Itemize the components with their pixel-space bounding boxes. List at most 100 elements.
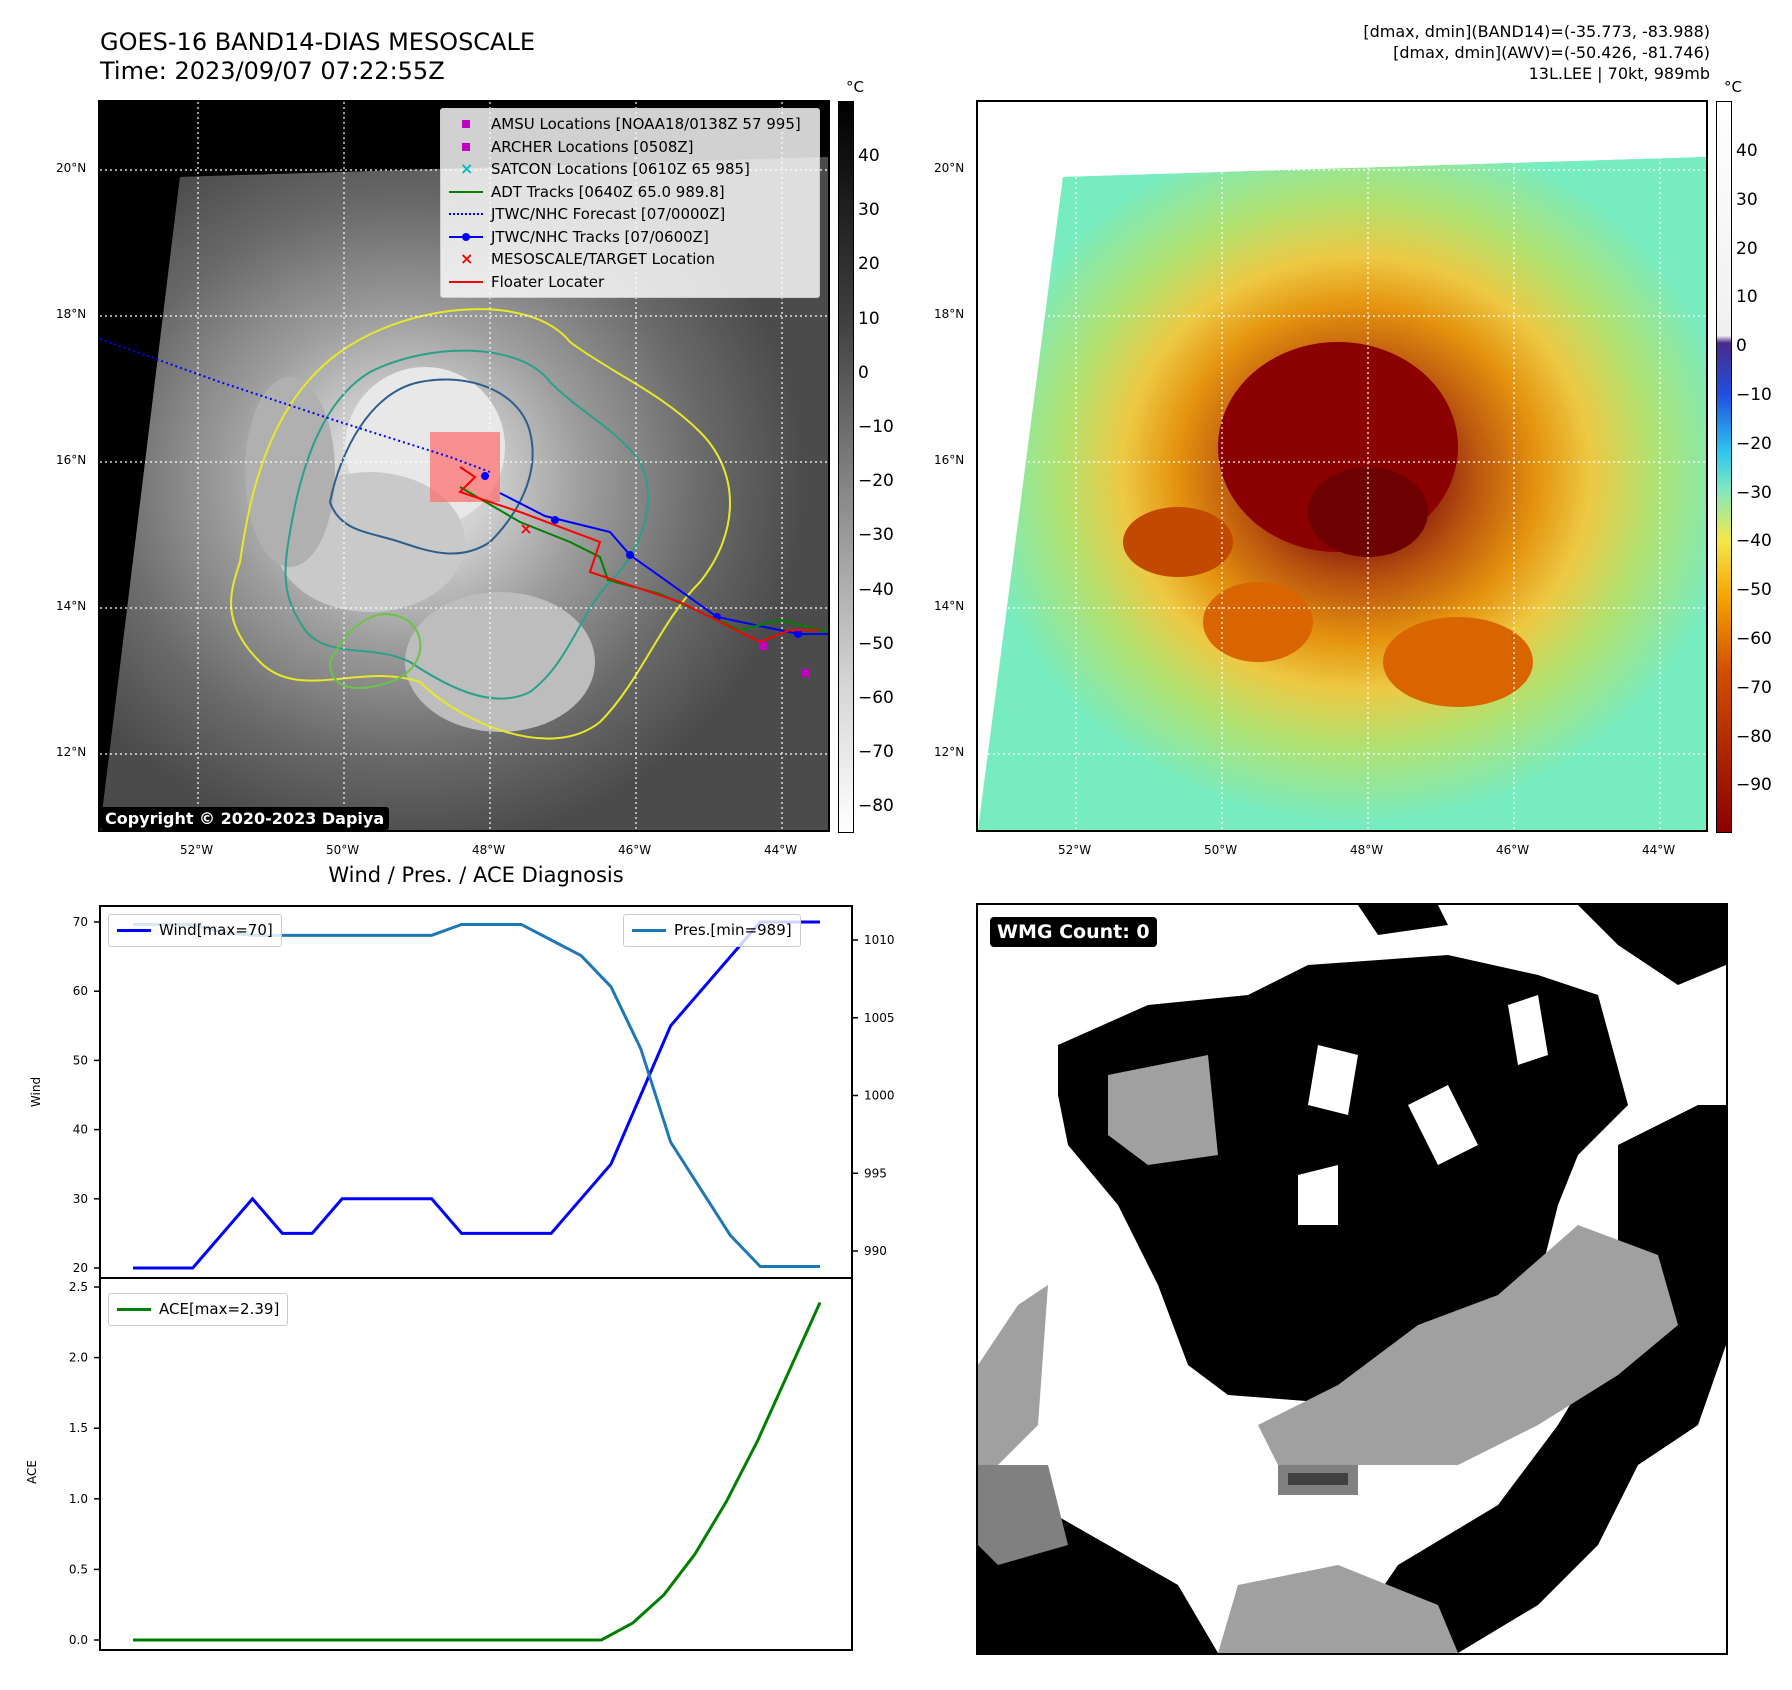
legend-symbol bbox=[449, 226, 483, 248]
colorbar-tick: −60 bbox=[1736, 629, 1772, 649]
legend-entry: ARCHER Locations [0508Z] bbox=[449, 136, 811, 159]
colorbar-tick: −70 bbox=[1736, 677, 1772, 698]
legend-symbol bbox=[449, 181, 483, 203]
lon-label: 46°W bbox=[1496, 843, 1530, 857]
ace-axis-label: ACE bbox=[25, 1460, 39, 1484]
lon-label: 44°W bbox=[1642, 843, 1676, 857]
ace-legend-label: ACE[max=2.39] bbox=[159, 1300, 280, 1318]
legend-entry-label: MESOSCALE/TARGET Location bbox=[491, 250, 716, 268]
colorbar-tick: −60 bbox=[858, 688, 894, 708]
wmg-count-badge: WMG Count: 0 bbox=[990, 917, 1157, 947]
pressure-series-line bbox=[133, 922, 820, 1269]
target-marker: × bbox=[519, 519, 532, 538]
colorbar-tick: −40 bbox=[1736, 531, 1772, 552]
legend-entry-label: ADT Tracks [0640Z 65.0 989.8] bbox=[491, 182, 725, 201]
legend-entry: ADT Tracks [0640Z 65.0 989.8] bbox=[449, 181, 811, 204]
colorbar-tick: −70 bbox=[858, 742, 894, 763]
legend-entry-label: JTWC/NHC Tracks [07/0600Z] bbox=[491, 227, 709, 246]
lon-label: 52°W bbox=[1058, 843, 1092, 857]
legend-entry-label: AMSU Locations [NOAA18/0138Z 57 995] bbox=[491, 115, 801, 133]
lon-label: 50°W bbox=[1204, 843, 1238, 857]
stats-line2: [dmax, dmin](AWV)=(-50.426, -81.746) bbox=[1393, 43, 1710, 62]
legend-symbol bbox=[449, 113, 483, 135]
wind-tick-label: 70 bbox=[73, 915, 88, 929]
wind-legend: Wind[max=70] bbox=[108, 914, 282, 947]
colorbar-tick: 0 bbox=[1736, 336, 1747, 357]
map-title-line1: GOES-16 BAND14-DIAS MESOSCALE bbox=[100, 28, 536, 56]
pressure-legend-label: Pres.[min=989] bbox=[674, 921, 792, 939]
colorbar-tick: −50 bbox=[858, 633, 894, 654]
pressure-tick-label: 1000 bbox=[864, 1089, 895, 1103]
colorbar-tick: 30 bbox=[1736, 189, 1758, 210]
colorbar-tick: 40 bbox=[1736, 141, 1758, 161]
legend-entry-label: SATCON Locations [0610Z 65 985] bbox=[491, 160, 750, 178]
wmg-panel: WMG Count: 0 bbox=[976, 903, 1728, 1655]
pressure-tick-label: 1005 bbox=[864, 1011, 895, 1025]
mesoscale-box bbox=[430, 432, 500, 502]
legend-symbol bbox=[449, 203, 483, 225]
ace-tick-label: 0.0 bbox=[69, 1633, 88, 1647]
archer-marker bbox=[759, 642, 767, 650]
chart-title: Wind / Pres. / ACE Diagnosis bbox=[328, 863, 624, 887]
ir-map-panel: × AMSU Locations [NOAA18/0138Z 57 995] AR… bbox=[98, 100, 830, 832]
colorbar-tick: −20 bbox=[1736, 433, 1772, 454]
ace-series-line bbox=[133, 1301, 822, 1642]
pressure-tick-label: 990 bbox=[864, 1244, 887, 1258]
stats-line3: 13L.LEE | 70kt, 989mb bbox=[1528, 64, 1710, 83]
color-map-gridlines bbox=[978, 102, 1706, 830]
legend-symbol bbox=[449, 271, 483, 293]
legend-entry-label: JTWC/NHC Forecast [07/0000Z] bbox=[491, 205, 726, 223]
colorbar-tick: −80 bbox=[1736, 726, 1772, 747]
ace-legend: ACE[max=2.39] bbox=[108, 1293, 289, 1326]
colorbar-tick: −10 bbox=[858, 417, 894, 437]
colorbar-tick: −30 bbox=[1736, 482, 1772, 503]
colorbar-tick: 40 bbox=[858, 146, 880, 166]
colorbar-tick: −40 bbox=[858, 579, 894, 600]
legend-entry: JTWC/NHC Forecast [07/0000Z] bbox=[449, 203, 811, 226]
colorbar-tick: 20 bbox=[858, 254, 880, 275]
legend-symbol bbox=[449, 136, 483, 158]
color-map-panel bbox=[976, 100, 1708, 832]
ace-tick-label: 1.0 bbox=[69, 1492, 88, 1506]
wind-pressure-axes bbox=[99, 905, 853, 1279]
legend-symbol: × bbox=[460, 159, 474, 179]
legend-symbol: × bbox=[460, 249, 474, 269]
lon-label: 44°W bbox=[764, 843, 798, 857]
legend-entry: AMSU Locations [NOAA18/0138Z 57 995] bbox=[449, 113, 811, 136]
lat-label: 20°N bbox=[934, 161, 965, 175]
copyright-badge: Copyright © 2020-2023 Dapiya bbox=[100, 807, 390, 830]
colorbar-tick: −20 bbox=[858, 471, 894, 492]
ace-axes bbox=[99, 1277, 853, 1651]
stats-line1: [dmax, dmin](BAND14)=(-35.773, -83.988) bbox=[1363, 22, 1710, 41]
colorbar-tick: −10 bbox=[1736, 385, 1772, 405]
legend-entry-label: ARCHER Locations [0508Z] bbox=[491, 137, 694, 156]
ir-colorbar-unit: °C bbox=[846, 78, 864, 96]
enhanced-colorbar-unit: °C bbox=[1724, 78, 1742, 96]
lat-label: 12°N bbox=[934, 745, 965, 759]
lon-label: 46°W bbox=[618, 843, 652, 857]
colorbar-tick: −50 bbox=[1736, 580, 1772, 601]
wind-series-line bbox=[133, 920, 820, 1270]
lat-label: 16°N bbox=[934, 453, 965, 467]
enhanced-colorbar bbox=[1716, 101, 1732, 833]
colorbar-tick: 10 bbox=[858, 308, 880, 329]
wind-axis-label: Wind bbox=[29, 1077, 43, 1107]
lon-label: 52°W bbox=[180, 843, 214, 857]
wind-tick-label: 40 bbox=[73, 1123, 88, 1137]
wind-tick-label: 20 bbox=[73, 1261, 88, 1275]
colorbar-tick: −80 bbox=[858, 796, 894, 817]
lat-label: 12°N bbox=[56, 745, 87, 759]
ace-tick-label: 2.5 bbox=[69, 1280, 88, 1294]
lat-label: 18°N bbox=[56, 307, 87, 321]
map-title-line2: Time: 2023/09/07 07:22:55Z bbox=[100, 57, 445, 85]
lat-label: 14°N bbox=[56, 599, 87, 613]
lon-label: 48°W bbox=[472, 843, 506, 857]
lat-label: 18°N bbox=[934, 307, 965, 321]
wind-legend-label: Wind[max=70] bbox=[159, 921, 273, 939]
colorbar-tick: −90 bbox=[1736, 775, 1772, 796]
legend-entry-label: Floater Locater bbox=[491, 272, 605, 291]
pressure-legend: Pres.[min=989] bbox=[623, 914, 801, 947]
ace-tick-label: 2.0 bbox=[69, 1351, 88, 1365]
wind-tick-label: 50 bbox=[73, 1053, 88, 1067]
enhanced-satellite-image bbox=[978, 102, 1706, 830]
